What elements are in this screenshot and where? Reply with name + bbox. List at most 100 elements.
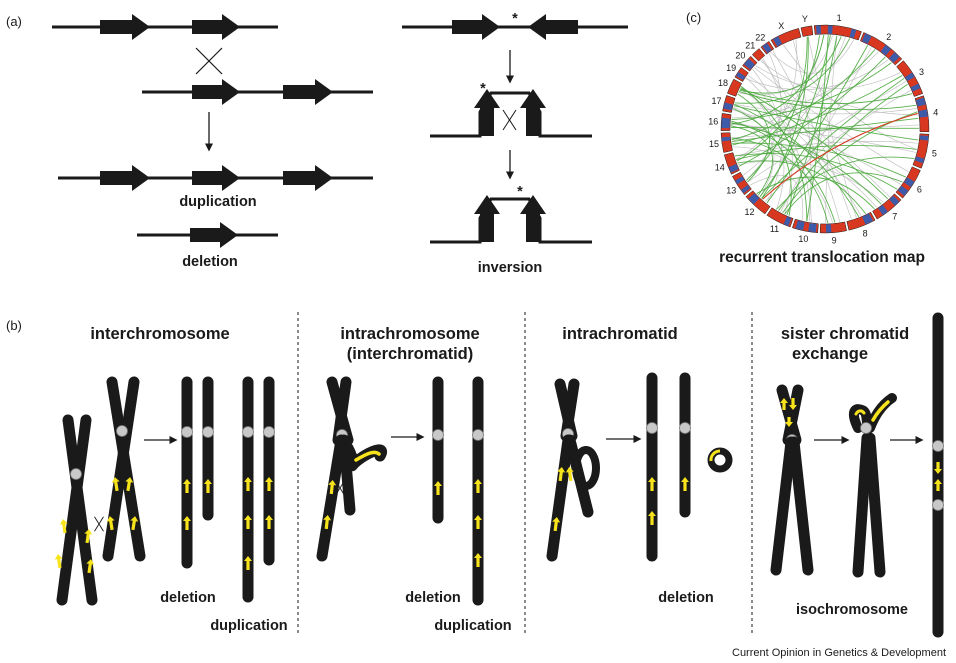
tilted-repeat-arrow [84,529,93,544]
yellow-repeat-arrow [934,462,942,474]
repeat-arrow-reverse [528,14,578,40]
panel-b: (b) interchromosome intrachromosome (int… [6,312,944,638]
translocation-link [737,93,770,183]
tilted-repeat-arrow [54,554,63,569]
chromatid [788,436,814,576]
intrachromatid-title: intrachromatid [562,325,678,343]
translocation-link [733,105,919,141]
yellow-repeat-arrow [552,517,561,532]
translocation-link [739,88,913,105]
panel-c: (c) 12345678910111213141516171819202122X… [686,10,938,266]
chromosome-label: 9 [832,236,837,246]
chromosome-label: 8 [863,229,868,239]
chromosome-drawings [54,312,944,638]
chromosome-band-stripe [741,184,751,194]
translocation-link [731,123,917,153]
chromosome-segment-13 [732,171,752,196]
chromosome-band-stripe [721,136,731,142]
unequal-crossover-diagram [52,14,373,248]
chromosome-band-stripe [773,36,783,47]
chromosome-segment-14 [723,152,740,175]
duplication-label: duplication [179,194,256,210]
chromosome-band [813,24,862,41]
translocation-link [761,36,809,199]
interchromatid-subtitle: (interchromatid) [347,345,474,363]
chromosome-ring [720,24,930,234]
translocation-link [731,124,919,139]
chromosome-segment-15 [720,132,733,153]
translocation-link [732,109,902,185]
translocation-link [761,59,841,222]
chromosome-band-stripe [736,71,746,81]
chromosome-band-stripe [918,109,928,118]
panel-a: (a) duplication deletion [6,11,628,276]
inversion-label: inversion [478,260,542,276]
chromosome-segment-20 [742,55,758,72]
yellow-repeat-arrow [709,449,721,462]
centromere [646,422,658,434]
centromere [263,426,275,438]
yellow-repeat-arrow [59,519,68,534]
yellow-repeat-arrow [244,556,252,570]
chromosome-band-stripe [915,97,926,107]
translocation-link [806,35,829,222]
chromosome-band-stripe [783,216,792,226]
tilted-repeat-arrow [106,516,115,531]
intrachromosome-title: intrachromosome [340,325,479,343]
chromosome-segment-17 [722,95,736,113]
yellow-repeat-arrow [785,417,793,427]
chromatid [56,414,92,606]
intrachromosome-deletion-label: deletion [405,590,461,606]
centromere [679,422,691,434]
translocation-link [746,53,782,181]
crossover-x [336,482,344,494]
translocation-link [742,37,846,176]
chromosome-band-stripe [728,163,739,173]
chromosome-band [751,48,766,62]
tilted-repeat-arrow [328,480,337,495]
chromosome-label: X [778,21,784,31]
chromosome-segment-21 [751,48,766,62]
chromosome-band-stripe [827,25,833,34]
repeat-arrow-up [474,89,500,136]
translocation-link [731,120,878,208]
sister-chromatid-title: sister chromatid [781,325,909,343]
chromosome-band-stripe [721,117,731,129]
yellow-repeat-arrow [111,477,120,492]
yellow-repeat-arrow [474,553,482,567]
translocation-link [734,38,851,104]
tilted-repeat-arrow [86,559,95,574]
chromosome-label: 15 [709,139,719,149]
yellow-repeat-arrow [106,516,115,531]
yellow-repeat-arrow [934,479,942,491]
translocation-link [760,60,918,116]
translocation-link [734,141,918,157]
asterisk-mark: * [517,184,523,200]
chromosome-segment-4 [914,95,930,133]
chromosome-band-stripe [897,185,909,196]
chromosome-band-stripe [878,204,888,216]
chromosome-segment-5 [912,133,930,169]
chromosome-segment-7 [872,193,902,220]
tilted-repeat-arrow [111,477,120,492]
crossover-x [574,464,582,476]
intrachromatid-deletion-label: deletion [658,590,714,606]
chromosome-band-stripe [815,25,822,34]
translocation-link [732,142,906,178]
centromere [242,426,254,438]
chromosome-label: 2 [886,32,891,42]
chromosome-label: 21 [745,41,755,51]
crossover-x [502,109,517,131]
yellow-repeat-arrow [265,477,273,491]
yellow-repeat-arrow [354,450,381,462]
translocation-link [739,36,842,94]
translocation-link [735,39,798,160]
translocation-link [730,125,774,196]
chromosome-segment-1 [813,24,862,41]
yellow-repeat-arrow [265,515,273,529]
translocation-link [731,34,825,125]
chromosome-segment-2 [860,32,903,66]
chromosome-band-stripe [743,58,755,70]
chromosome-band-stripe [889,52,900,63]
chromosome-band-stripe [915,156,925,164]
